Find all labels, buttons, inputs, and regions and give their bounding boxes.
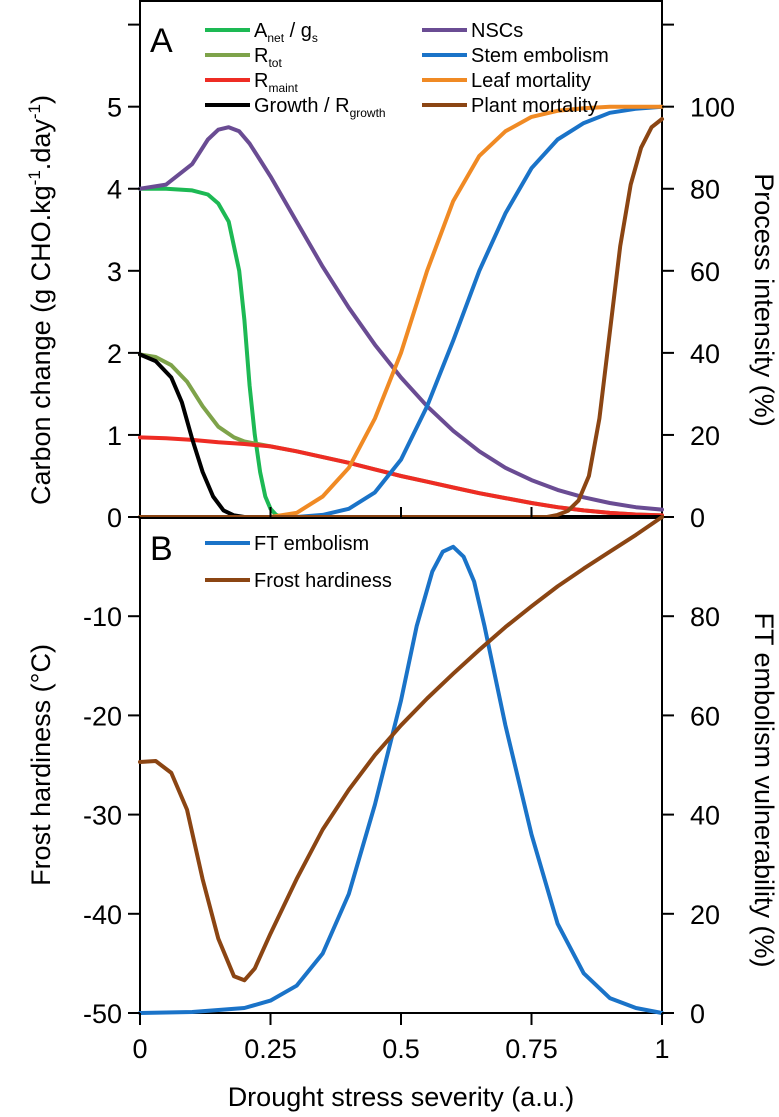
panel-a-right-tick-label: 40: [690, 339, 720, 369]
legend-main: Growth / R: [254, 95, 350, 117]
panel-a-right-tick-label: 80: [690, 175, 720, 205]
legend-main: Plant mortality: [471, 95, 598, 117]
panel-b-y2-axis-label: FT embolism vulnerability (%): [749, 612, 779, 967]
legend-label-rmaint: Rmaint: [254, 70, 298, 95]
legend-label-growth: Growth / Rgrowth: [254, 95, 386, 120]
panel-a: 0 1 2 3 4 5 0 20 40 60 80 100 A Carbon change (g CHO.…: [25, 0, 779, 533]
legend-label-plant: Plant mortality: [471, 95, 598, 117]
legend-main: R: [254, 70, 268, 92]
panel-b-y-axis-label: Frost hardiness (°C): [26, 644, 56, 886]
panel-a-left-tick-label: 3: [107, 257, 122, 287]
legend-main: Stem embolism: [471, 45, 609, 67]
panel-b-right-tick-label: 0: [690, 999, 705, 1029]
panel-a-series-plant: [138, 117, 664, 519]
legend-label-stem: Stem embolism: [471, 45, 609, 67]
panel-b-letter: B: [150, 530, 173, 568]
panel-a-left-tick-label: 0: [107, 503, 122, 533]
legend-label-anet: Anet / gs: [254, 20, 318, 45]
panel-a-right-tick-label: 0: [690, 503, 705, 533]
legend-main: A: [254, 20, 268, 42]
panel-b-right-tick-label: 80: [690, 602, 720, 632]
x-tick-label: 0: [132, 1034, 147, 1064]
panel-a-letter: A: [150, 22, 173, 60]
legend-main: Leaf mortality: [471, 70, 591, 92]
y-label-sup: -1: [25, 170, 44, 185]
panel-a-y-axis-label: Carbon change (g CHO.kg-1.day-1): [25, 95, 56, 505]
panel-a-left-tick-label: 1: [107, 421, 122, 451]
panel-a-series-leaf: [138, 104, 664, 519]
panel-a-series-rmaint: [138, 435, 664, 518]
x-tick-label: 0.5: [382, 1034, 420, 1064]
legend-label-rtot: Rtot: [254, 45, 282, 70]
legend-label-frost: Frost hardiness: [254, 570, 392, 592]
legend-label-nsc: NSCs: [471, 20, 523, 42]
panel-a-left-tick-label: 4: [107, 175, 122, 205]
panel-b-left-tick-label: -40: [83, 900, 122, 930]
panel-a-series-nsc: [138, 125, 664, 512]
x-tick-label: 1: [654, 1034, 669, 1064]
panel-b: -50 -40 -30 -20 -10 0 20 40 60 80 B Frost hardiness…: [26, 515, 779, 1029]
panel-b-right-tick-label: 40: [690, 801, 720, 831]
panel-b-left-tick-label: -30: [83, 801, 122, 831]
panel-b-series-frost: [138, 515, 664, 983]
panel-a-right-tick-label: 60: [690, 257, 720, 287]
panel-a-right-tick-label: 20: [690, 421, 720, 451]
legend-rest: / g: [284, 20, 312, 42]
y-label-text: .day: [26, 119, 56, 171]
panel-a-left-tick-label: 2: [107, 339, 122, 369]
y-label-text: ): [26, 95, 56, 104]
legend-sub: growth: [350, 106, 386, 120]
panel-a-left-tick-label: 5: [107, 93, 122, 123]
panel-a-series-anet: [138, 186, 283, 519]
x-tick-label: 0.75: [505, 1034, 558, 1064]
panel-a-series-stem: [138, 104, 664, 519]
panel-a-y2-axis-label: Process intensity (%): [749, 173, 779, 427]
panel-b-left-tick-label: -10: [83, 602, 122, 632]
legend-sub: tot: [268, 56, 282, 70]
panel-b-right-tick-label: 60: [690, 701, 720, 731]
shared-x-axis: 0 0.25 0.5 0.75 1 Drought stress severity (a.…: [132, 1013, 670, 1112]
panel-b-left-tick-label: -50: [83, 999, 122, 1029]
y-label-sup: -1: [25, 104, 44, 119]
legend-label-leaf: Leaf mortality: [471, 70, 591, 92]
x-axis-label: Drought stress severity (a.u.): [228, 1082, 575, 1112]
panel-b-right-tick-label: 20: [690, 900, 720, 930]
y-label-text: Carbon change (g CHO.kg: [26, 185, 56, 505]
legend-sub: maint: [268, 81, 298, 95]
panel-b-series-ft: [138, 544, 664, 1015]
panel-a-right-tick-label: 100: [690, 93, 735, 123]
panel-b-left-tick-label: -20: [83, 701, 122, 731]
legend-main: NSCs: [471, 20, 523, 42]
legend-main: R: [254, 45, 268, 67]
x-tick-label: 0.25: [244, 1034, 297, 1064]
legend-sub: net: [267, 31, 284, 45]
legend-sub: s: [312, 31, 318, 45]
legend-label-ft: FT embolism: [254, 533, 369, 555]
